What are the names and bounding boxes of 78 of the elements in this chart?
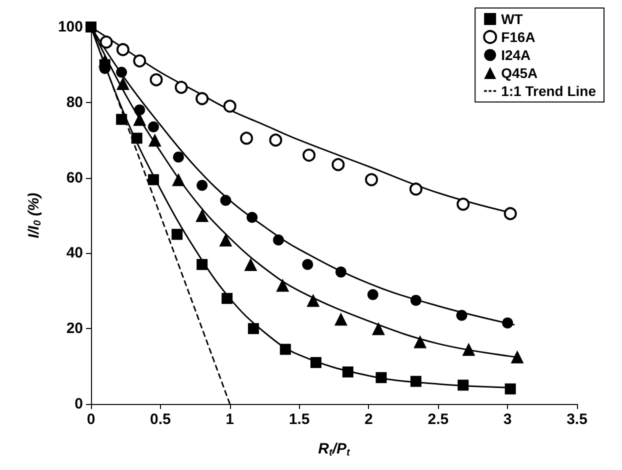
point xyxy=(134,104,146,116)
legend-label: F16A xyxy=(501,29,536,45)
point xyxy=(367,289,378,300)
point xyxy=(269,134,282,147)
point xyxy=(222,292,233,304)
x-tick-label: 0 xyxy=(86,411,96,428)
point xyxy=(131,132,142,144)
point xyxy=(116,43,130,56)
point xyxy=(219,234,232,247)
point xyxy=(510,350,524,364)
point xyxy=(100,36,113,49)
legend-label: I24A xyxy=(501,47,531,63)
point xyxy=(223,100,236,113)
point xyxy=(172,173,185,186)
point xyxy=(133,54,146,68)
point xyxy=(456,198,470,211)
legend-label: WT xyxy=(501,11,524,27)
point xyxy=(196,259,208,270)
point xyxy=(172,152,184,163)
point xyxy=(196,180,208,191)
legend-label: Q45A xyxy=(501,65,538,81)
x-tick-label: 2.5 xyxy=(428,411,449,428)
point xyxy=(174,80,188,94)
x-tick-label: 1 xyxy=(226,411,234,428)
point xyxy=(410,294,422,306)
point xyxy=(504,207,517,220)
y-tick-label: 60 xyxy=(66,169,83,186)
point xyxy=(272,234,284,246)
point xyxy=(172,228,183,240)
point xyxy=(456,310,468,321)
x-tick-label: 1.5 xyxy=(288,411,310,428)
point xyxy=(365,173,378,186)
point xyxy=(302,148,316,162)
point xyxy=(310,357,322,368)
point xyxy=(414,335,427,348)
point xyxy=(280,344,291,355)
point xyxy=(246,212,258,223)
point xyxy=(98,54,112,68)
y-axis-title: I/I0 (%) xyxy=(26,192,44,238)
point xyxy=(148,121,159,132)
point xyxy=(196,209,209,222)
point xyxy=(244,258,258,272)
point xyxy=(458,380,469,391)
point xyxy=(196,92,209,106)
point xyxy=(240,132,254,145)
point xyxy=(335,266,346,278)
point xyxy=(148,174,159,186)
point xyxy=(372,322,385,336)
point xyxy=(150,73,163,86)
point xyxy=(148,134,162,147)
point xyxy=(116,77,130,90)
y-tick-label: 80 xyxy=(66,94,83,111)
point xyxy=(116,66,128,78)
point xyxy=(409,182,422,196)
point xyxy=(334,312,348,326)
x-tick-label: 3.5 xyxy=(566,411,588,428)
point xyxy=(116,114,128,125)
point xyxy=(306,294,320,307)
legend-label: 1:1 Trend Line xyxy=(501,83,596,99)
x-tick-label: 2 xyxy=(364,411,373,428)
point xyxy=(220,194,232,206)
point xyxy=(276,278,290,292)
x-tick-label: 0.5 xyxy=(150,411,171,428)
point xyxy=(342,366,354,378)
point xyxy=(248,323,259,334)
point xyxy=(410,376,422,387)
y-tick-label: 0 xyxy=(74,396,83,412)
point xyxy=(462,342,476,356)
x-tick-label: 3 xyxy=(503,411,512,428)
y-tick-label: 20 xyxy=(66,320,83,338)
point xyxy=(502,317,514,328)
point xyxy=(302,259,314,270)
point xyxy=(332,158,345,172)
point xyxy=(504,383,516,394)
point xyxy=(376,372,387,384)
y-tick-label: 100 xyxy=(58,18,83,36)
point xyxy=(86,22,96,32)
y-tick-label: 40 xyxy=(66,244,83,262)
